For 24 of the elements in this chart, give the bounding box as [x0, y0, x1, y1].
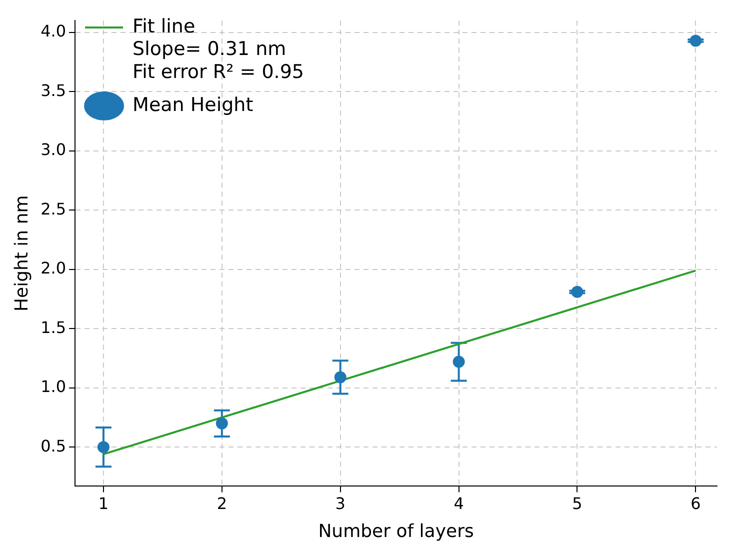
point [216, 417, 228, 430]
legend-label: Mean Height [132, 94, 254, 116]
point [334, 371, 346, 384]
x-tick-label: 2 [216, 494, 228, 513]
point [452, 356, 465, 368]
x-tick-label: 4 [454, 494, 464, 513]
x-axis-title: Number of layers [318, 520, 474, 542]
y-tick-label: 3.5 [40, 80, 66, 100]
point [690, 34, 702, 47]
point [97, 441, 110, 454]
y-tick-label: 3.0 [40, 140, 66, 160]
x-tick-label: 6 [690, 494, 701, 513]
y-tick-label: 4.0 [40, 22, 66, 41]
y-tick-label: 2.0 [40, 258, 66, 278]
y-tick-label: 1.0 [40, 377, 66, 396]
y-axis-title: Height in nm [11, 195, 32, 312]
x-tick-label: 1 [98, 494, 109, 513]
point [571, 286, 584, 298]
y-tick-label: 2.5 [40, 199, 66, 218]
y-tick-label: 0.5 [40, 436, 66, 456]
legend-label: Fit line Slope= 0.31 nm Fit error R² = 0.95 [132, 15, 304, 84]
x-tick-label: 5 [572, 494, 582, 513]
y-tick-label: 1.5 [40, 318, 66, 337]
x-tick-label: 3 [335, 494, 346, 513]
